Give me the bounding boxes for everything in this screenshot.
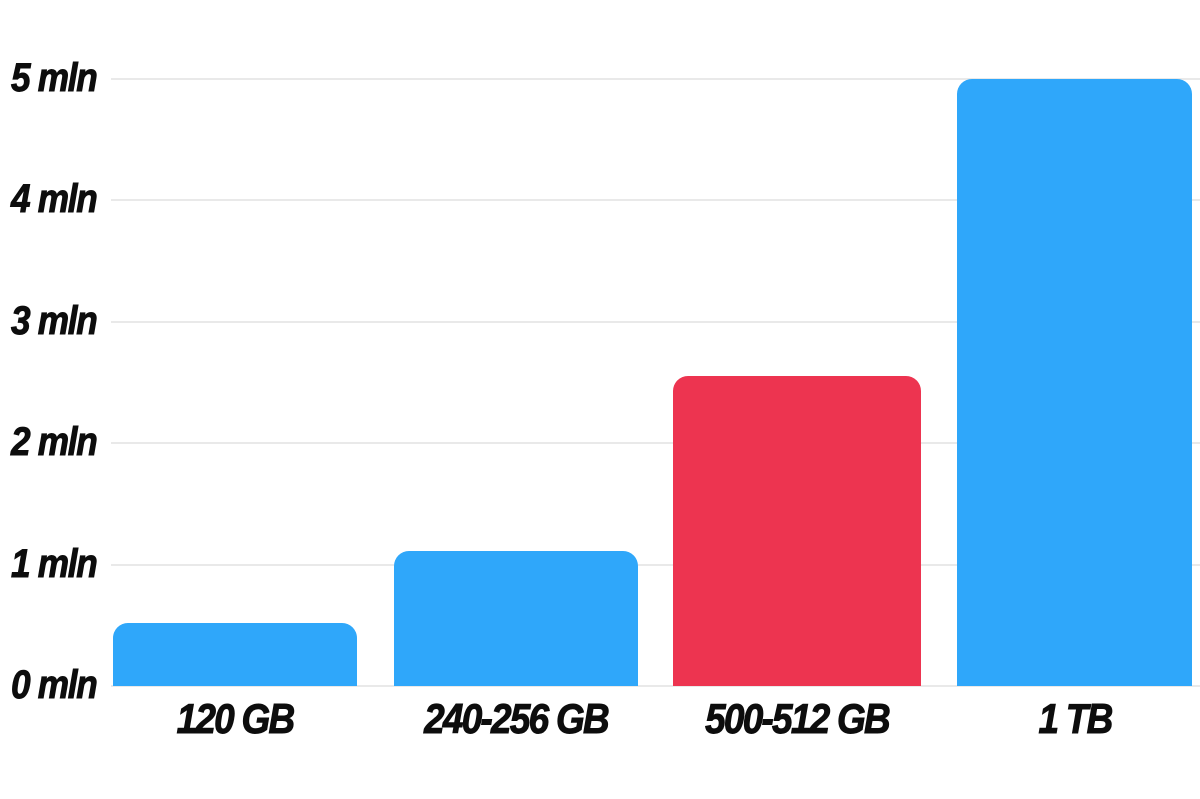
x-category-label: 1 TB	[1037, 695, 1114, 742]
bar-500-512-gb	[673, 376, 921, 686]
gridline	[111, 442, 1200, 445]
y-tick-label: 3 mln	[11, 298, 99, 343]
gridline	[111, 563, 1200, 566]
bar-1-tb	[957, 79, 1192, 686]
gridline	[111, 78, 1200, 80]
x-category-label: 500-512 GB	[705, 695, 891, 742]
x-category-label: 120 GB	[176, 695, 295, 742]
gridline	[111, 685, 1200, 687]
y-tick-label: 0 mln	[11, 663, 99, 708]
y-tick-label: 2 mln	[11, 420, 99, 465]
gridline	[111, 320, 1200, 323]
y-tick-label: 5 mln	[11, 56, 99, 101]
x-category-label: 240-256 GB	[424, 695, 610, 742]
gridline	[111, 199, 1200, 202]
y-tick-label: 1 mln	[11, 541, 99, 586]
y-tick-label: 4 mln	[11, 177, 99, 222]
bar-120-gb	[113, 623, 357, 686]
bar-240-256-gb	[394, 551, 638, 686]
